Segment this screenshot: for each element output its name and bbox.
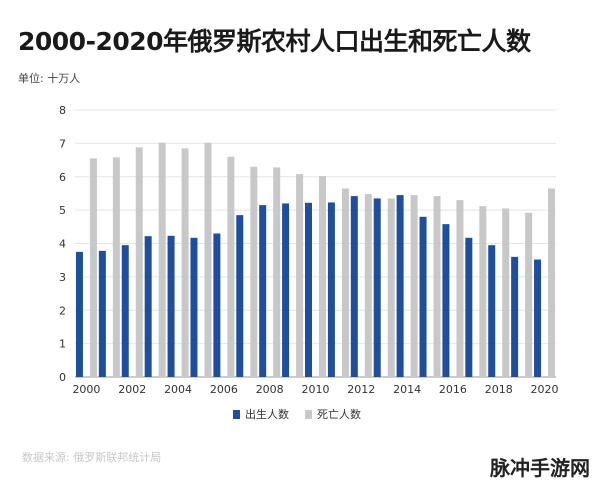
- chart-title: 2000-2020年俄罗斯农村人口出生和死亡人数: [18, 27, 531, 56]
- bar-births: [465, 237, 473, 377]
- bar-births: [75, 251, 83, 377]
- y-tick-label: 1: [59, 338, 66, 351]
- bar-deaths: [112, 157, 120, 377]
- bar-deaths: [525, 212, 533, 377]
- bar-births: [305, 202, 312, 377]
- x-tick-label: 2008: [256, 383, 284, 396]
- bar-deaths: [250, 166, 258, 377]
- bar-deaths: [502, 208, 510, 377]
- bar-deaths: [341, 188, 349, 377]
- legend-swatch-deaths: [305, 410, 312, 419]
- bar-deaths: [387, 198, 395, 377]
- bar-births: [396, 195, 404, 377]
- bar-births: [98, 250, 106, 377]
- bar-births: [327, 202, 335, 377]
- bar-deaths: [456, 200, 464, 377]
- bar-births: [144, 236, 152, 377]
- y-tick-label: 7: [59, 137, 66, 150]
- y-tick-label: 0: [59, 371, 66, 384]
- legend-label-births: 出生人数: [245, 407, 289, 421]
- y-tick-label: 4: [59, 238, 66, 251]
- x-tick-label: 2000: [72, 383, 100, 396]
- x-tick-label: 2018: [485, 383, 513, 396]
- x-tick-label: 2004: [164, 383, 192, 396]
- bar-deaths: [135, 147, 143, 377]
- y-tick-label: 6: [59, 171, 66, 184]
- y-tick-label: 2: [59, 304, 66, 317]
- bar-births: [373, 198, 381, 377]
- y-tick-label: 3: [59, 271, 66, 284]
- bar-births: [236, 215, 244, 377]
- bar-births: [167, 235, 175, 377]
- bar-births: [511, 256, 519, 377]
- unit-label: 单位: 十万人: [18, 72, 81, 85]
- y-tick-label: 5: [59, 204, 66, 217]
- bar-births: [534, 259, 542, 377]
- x-tick-label: 2012: [347, 383, 375, 396]
- bar-deaths: [319, 176, 326, 377]
- legend-label-deaths: 死亡人数: [317, 407, 361, 421]
- bar-deaths: [204, 142, 212, 377]
- x-tick-label: 2014: [393, 383, 421, 396]
- bar-deaths: [227, 156, 235, 377]
- bar-births: [259, 205, 267, 377]
- bar-deaths: [181, 148, 189, 377]
- bar-deaths: [273, 167, 281, 377]
- bar-births: [419, 216, 427, 377]
- y-tick-label: 8: [59, 104, 66, 117]
- bar-chart: 0 1 2 3 4 5 6 7 8 2000 2002 2004 2006 2008 2010 2012 201…: [59, 104, 559, 421]
- x-tick-label: 2016: [439, 383, 467, 396]
- watermark: 脉冲手游网: [490, 456, 590, 480]
- bar-deaths: [296, 174, 304, 377]
- x-tick-label: 2002: [118, 383, 146, 396]
- bar-births: [442, 224, 450, 377]
- x-tick-label: 2006: [210, 383, 238, 396]
- x-tick-label: 2020: [531, 383, 559, 396]
- legend-swatch-births: [233, 410, 240, 419]
- bar-deaths: [89, 158, 97, 377]
- bar-births: [213, 233, 221, 377]
- source-note: 数据来源: 俄罗斯联邦统计局: [22, 451, 162, 464]
- bar-deaths: [158, 142, 166, 377]
- bar-births: [488, 245, 496, 377]
- bar-deaths: [410, 195, 418, 377]
- bar-births: [121, 245, 129, 377]
- x-tick-label: 2010: [302, 383, 330, 396]
- bar-deaths: [433, 196, 441, 377]
- bar-deaths: [548, 188, 556, 377]
- bar-deaths: [479, 206, 487, 377]
- bar-births: [190, 237, 198, 377]
- bar-deaths: [364, 194, 372, 377]
- bar-births: [350, 196, 358, 377]
- bar-births: [282, 203, 290, 377]
